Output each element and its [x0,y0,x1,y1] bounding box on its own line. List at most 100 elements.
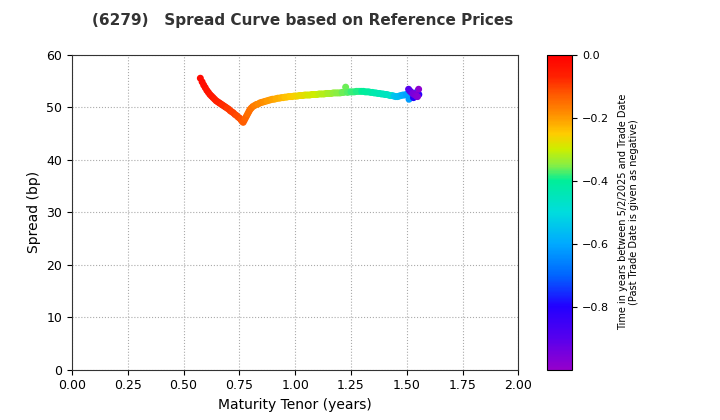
Point [413,91,425,98]
Point [358,88,369,95]
Point [277,94,289,101]
Point [288,93,300,100]
Point [306,91,318,98]
Point [236,118,248,125]
Point [318,91,330,97]
Point [336,89,348,96]
Point [397,92,408,98]
Point [370,89,382,96]
Point [376,91,387,97]
Point [365,89,377,96]
Point [402,86,414,93]
Point [215,100,227,107]
Point [390,93,402,100]
Point [392,93,403,100]
Point [194,75,206,81]
Point [384,92,396,99]
Point [299,92,310,98]
Point [405,93,417,100]
Point [223,106,235,113]
Point [198,81,210,88]
Point [354,88,366,95]
Point [238,119,249,126]
Point [243,108,255,115]
Point [292,93,303,100]
Point [221,105,233,112]
Point [404,87,415,94]
Point [322,90,333,97]
Point [310,91,321,98]
Point [279,94,291,100]
Point [379,91,391,98]
Point [201,87,212,94]
Point [283,93,294,100]
Point [311,91,323,98]
Point [383,92,395,98]
Point [287,93,298,100]
Point [212,98,223,105]
Point [254,100,266,106]
Point [356,88,367,95]
Point [408,91,420,97]
Point [263,97,274,104]
Point [407,92,418,98]
Point [294,92,305,99]
Point [328,89,339,96]
Point [408,90,419,97]
Point [410,90,421,97]
Point [230,112,242,119]
Point [411,92,423,99]
Point [202,89,214,96]
Point [410,93,422,100]
Point [343,89,355,95]
Point [265,97,276,103]
Point [228,110,239,116]
Point [244,106,256,113]
Point [348,89,360,95]
Point [197,79,208,85]
Point [274,95,285,102]
Y-axis label: Spread (bp): Spread (bp) [27,171,41,253]
Point [226,108,238,115]
Point [366,89,378,96]
Point [225,108,236,114]
Point [347,89,359,95]
Point [235,116,247,123]
Point [270,95,282,102]
Point [207,94,219,101]
Point [206,93,217,100]
Point [249,102,261,109]
Point [253,100,264,107]
Point [204,91,216,98]
Point [217,102,228,108]
Point [369,89,380,96]
Point [259,98,271,105]
Point [234,115,246,121]
Point [410,93,421,100]
Point [403,96,415,102]
Point [242,110,253,117]
Point [261,97,273,104]
Point [220,104,231,110]
Point [258,98,269,105]
Point [247,103,258,110]
Point [199,84,211,91]
Point [324,90,336,97]
Point [272,95,284,102]
Point [393,93,405,100]
Point [388,93,400,100]
Point [313,91,325,97]
Point [320,90,332,97]
Point [399,92,410,98]
Point [342,89,354,96]
Point [238,117,250,123]
Point [363,89,374,95]
Point [387,92,398,99]
Point [246,105,257,112]
Point [412,88,423,95]
Point [210,97,222,104]
Point [351,88,362,95]
Point [290,93,302,100]
Point [413,86,424,93]
Point [335,89,346,96]
